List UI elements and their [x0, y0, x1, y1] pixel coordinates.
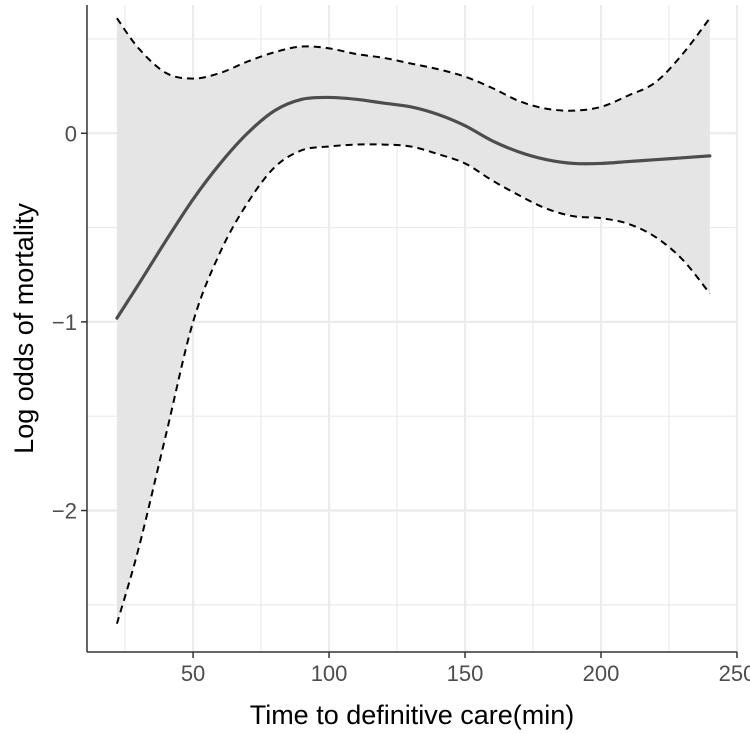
x-axis-ticks: 50 100 150 200 250: [181, 652, 750, 686]
x-tick-label: 100: [311, 661, 348, 686]
y-tick-label: 0: [65, 121, 77, 146]
upper-ci-line: [116, 17, 711, 112]
y-axis-ticks: −2 −1 0: [52, 121, 87, 524]
x-tick-label: 50: [181, 661, 205, 686]
confidence-band: [116, 18, 710, 624]
x-tick-label: 250: [719, 661, 750, 686]
y-tick-label: −1: [52, 310, 77, 335]
y-tick-label: −2: [52, 499, 77, 524]
x-tick-label: 150: [447, 661, 484, 686]
fit-line: [115, 95, 712, 320]
y-axis-title: Log odds of mortality: [9, 203, 39, 454]
lower-ci-line: [115, 143, 711, 624]
x-axis-title: Time to definitive care(min): [250, 700, 575, 730]
x-tick-label: 200: [583, 661, 620, 686]
